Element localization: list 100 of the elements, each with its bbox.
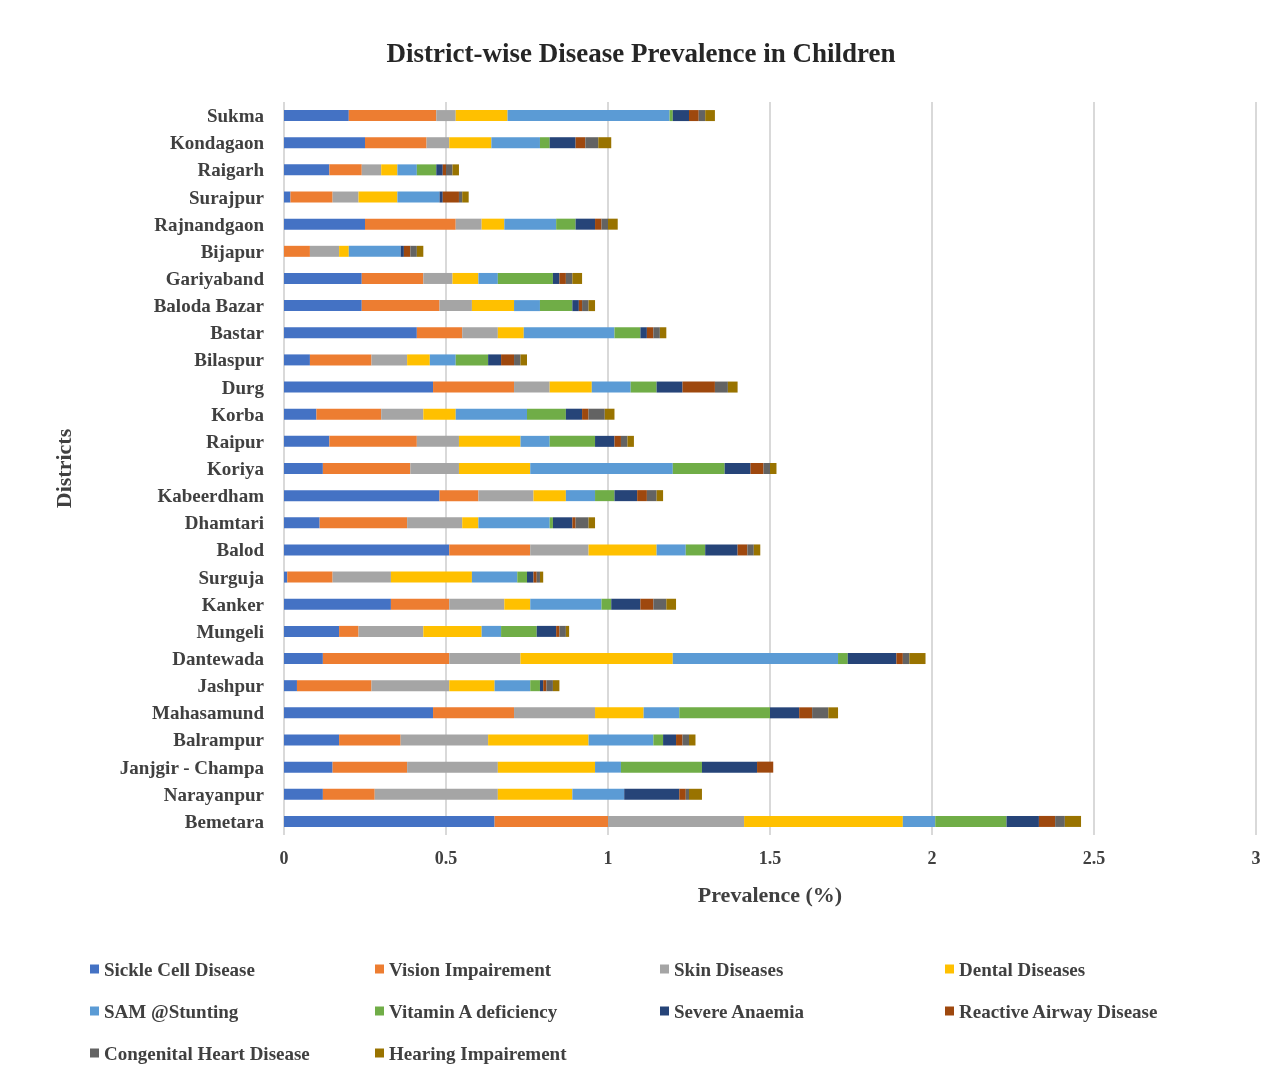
bar (497, 272, 553, 284)
bar (653, 327, 660, 339)
bar (455, 218, 482, 230)
bar (672, 653, 839, 665)
bar (727, 381, 738, 393)
bar (433, 707, 515, 719)
bar (284, 490, 440, 502)
x-tick-label: 2 (927, 848, 937, 868)
bar (381, 408, 424, 420)
bar (339, 625, 359, 637)
bar (552, 272, 560, 284)
bar (582, 300, 589, 312)
legend-label: Hearing Impairement (389, 1042, 568, 1064)
bar (614, 327, 641, 339)
bar (578, 300, 583, 312)
bar (909, 653, 926, 665)
bar (449, 653, 521, 665)
bar (656, 544, 686, 556)
bar (812, 707, 829, 719)
bar (284, 761, 333, 773)
bar (400, 734, 489, 746)
x-tick-label: 0 (279, 848, 289, 868)
bar (646, 490, 657, 502)
y-tick-label: Korba (211, 403, 265, 425)
bar (348, 110, 437, 122)
bar (689, 734, 696, 746)
bar (705, 544, 738, 556)
bar (504, 218, 557, 230)
bar (284, 137, 365, 149)
bar (682, 734, 689, 746)
bar (666, 598, 677, 610)
bar (640, 327, 647, 339)
bar (1055, 815, 1065, 827)
y-tick-label: Bemetara (184, 810, 265, 832)
y-tick-label: Gariyaband (165, 267, 265, 289)
bar (358, 625, 424, 637)
bar (935, 815, 1007, 827)
bar (284, 707, 434, 719)
bar (676, 734, 683, 746)
bar (546, 680, 553, 692)
bar (601, 218, 608, 230)
bar (403, 245, 411, 257)
bar (284, 110, 349, 122)
x-tick-label: 3 (1251, 848, 1261, 868)
bar (689, 110, 699, 122)
bar (497, 761, 596, 773)
bar (332, 191, 359, 203)
bar (611, 598, 641, 610)
bar (689, 788, 702, 800)
bar (517, 571, 527, 583)
bar (449, 137, 492, 149)
bar (679, 707, 770, 719)
bar (572, 300, 579, 312)
bar (319, 517, 408, 529)
bar (591, 381, 631, 393)
bar (656, 490, 664, 502)
bar (371, 354, 408, 366)
bar (284, 517, 320, 529)
bar (539, 300, 573, 312)
bar (284, 272, 362, 284)
bar (620, 761, 702, 773)
bar (284, 571, 288, 583)
bar (284, 164, 330, 176)
bar (423, 272, 453, 284)
bar (284, 625, 340, 637)
bar (446, 164, 453, 176)
bar (407, 517, 463, 529)
bar (737, 544, 748, 556)
bar (390, 571, 472, 583)
bar (471, 300, 515, 312)
bar (565, 490, 596, 502)
bar (504, 598, 531, 610)
bar (588, 517, 596, 529)
bar (332, 571, 391, 583)
bar (433, 381, 515, 393)
bar (449, 598, 505, 610)
bar (287, 571, 333, 583)
bar (488, 734, 589, 746)
y-tick-label: Surguja (198, 566, 265, 588)
y-tick-label: Kabeerdham (157, 485, 265, 507)
bar (284, 300, 362, 312)
bar (284, 598, 391, 610)
bar (595, 490, 615, 502)
bar (290, 191, 333, 203)
legend-label: Congenital Heart Disease (104, 1042, 310, 1064)
bar (565, 625, 570, 637)
bar (478, 490, 534, 502)
bar (507, 110, 670, 122)
y-tick-label: Sukma (206, 105, 265, 127)
bar (410, 463, 459, 474)
bar (595, 218, 602, 230)
y-tick-label: Bastar (210, 322, 265, 344)
bar (1064, 815, 1082, 827)
bar (575, 137, 586, 149)
bar (543, 680, 547, 692)
bar (397, 164, 417, 176)
legend-label: Sickle Cell Disease (104, 958, 255, 980)
bar (429, 354, 456, 366)
bar (426, 137, 450, 149)
y-tick-label: Mahasamund (152, 702, 265, 724)
